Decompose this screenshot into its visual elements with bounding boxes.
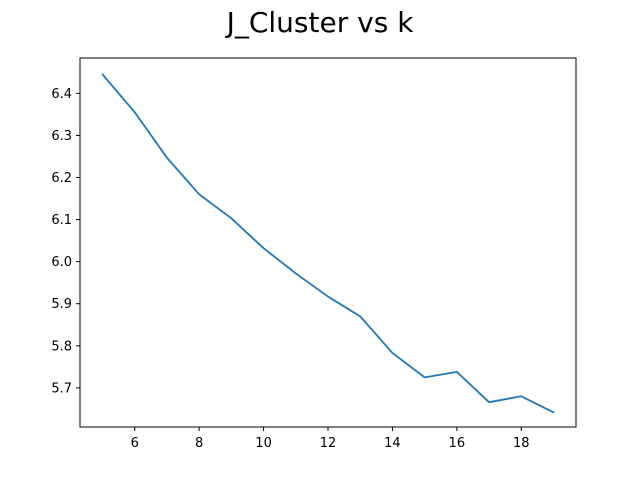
x-tick-label: 12 xyxy=(320,436,337,451)
y-tick-label: 6.0 xyxy=(51,255,72,270)
y-tick-label: 6.4 xyxy=(51,87,72,102)
y-tick-label: 5.8 xyxy=(51,339,72,354)
plot-area xyxy=(80,58,576,427)
y-tick-label: 5.9 xyxy=(51,297,72,312)
x-axis: 6 8 10 12 14 16 18 xyxy=(131,427,530,451)
x-tick-label: 14 xyxy=(384,436,401,451)
y-tick-label: 5.7 xyxy=(51,381,72,396)
x-tick-label: 6 xyxy=(131,436,139,451)
y-tick-label: 6.3 xyxy=(51,129,72,144)
y-tick-label: 6.2 xyxy=(51,171,72,186)
plot-frame xyxy=(79,57,577,428)
y-tick-label: 6.1 xyxy=(51,213,72,228)
x-tick-label: 18 xyxy=(513,436,530,451)
chart-title: J_Cluster vs k xyxy=(225,6,415,39)
series-layer xyxy=(101,73,555,414)
x-tick-label: 10 xyxy=(255,436,272,451)
x-tick-label: 8 xyxy=(195,436,203,451)
y-axis: 5.7 5.8 5.9 6.0 6.1 6.2 6.3 6.4 xyxy=(51,87,80,396)
x-tick-label: 16 xyxy=(449,436,466,451)
